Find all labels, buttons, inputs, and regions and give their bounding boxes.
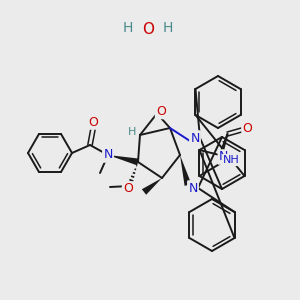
Text: H: H	[163, 21, 173, 35]
Text: N: N	[188, 182, 198, 194]
Text: O: O	[156, 105, 166, 118]
Text: O: O	[123, 182, 133, 196]
Text: O: O	[242, 122, 252, 134]
Text: N: N	[219, 151, 228, 164]
Text: N: N	[103, 148, 113, 161]
Polygon shape	[108, 155, 139, 165]
Text: H: H	[128, 127, 136, 137]
Text: N: N	[190, 131, 200, 145]
Polygon shape	[180, 155, 191, 186]
Polygon shape	[142, 178, 162, 195]
Text: H: H	[123, 21, 133, 35]
Text: O: O	[88, 116, 98, 128]
Text: H: H	[225, 155, 234, 165]
Text: O: O	[142, 22, 154, 38]
Text: NH: NH	[223, 155, 240, 165]
